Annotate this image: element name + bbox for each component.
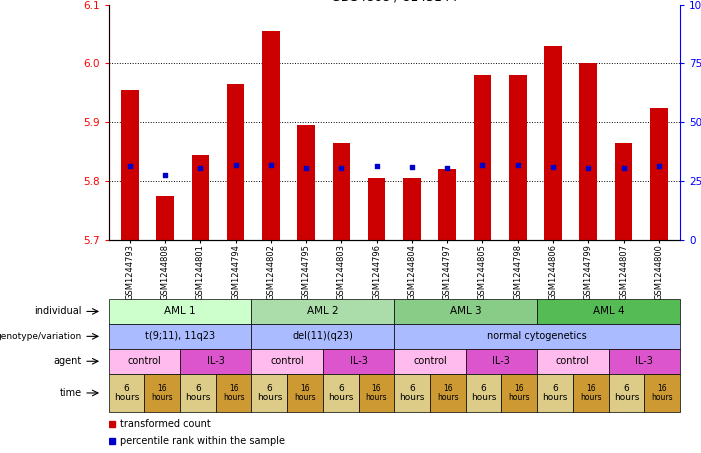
Title: GDS4868 / 8143144: GDS4868 / 8143144: [331, 0, 458, 3]
Text: 6
hours: 6 hours: [471, 384, 496, 402]
Text: IL-3: IL-3: [350, 356, 367, 366]
Text: AML 3: AML 3: [450, 306, 482, 317]
Text: 16
hours: 16 hours: [151, 384, 173, 402]
Text: control: control: [128, 356, 161, 366]
Text: agent: agent: [54, 356, 82, 366]
Point: [477, 161, 488, 169]
Text: 16
hours: 16 hours: [651, 384, 673, 402]
Text: AML 1: AML 1: [164, 306, 196, 317]
Text: 6
hours: 6 hours: [543, 384, 568, 402]
Bar: [509, 75, 526, 240]
Text: IL-3: IL-3: [493, 356, 510, 366]
Text: time: time: [60, 388, 82, 398]
Point: [407, 164, 418, 171]
Text: individual: individual: [34, 306, 82, 317]
Text: control: control: [271, 356, 304, 366]
Text: 16
hours: 16 hours: [223, 384, 245, 402]
Text: 6
hours: 6 hours: [257, 384, 282, 402]
Text: transformed count: transformed count: [120, 419, 211, 429]
Text: normal cytogenetics: normal cytogenetics: [487, 331, 587, 342]
Point: [371, 162, 382, 169]
Point: [618, 164, 629, 172]
Point: [195, 164, 206, 172]
Point: [583, 164, 594, 172]
Text: 16
hours: 16 hours: [508, 384, 530, 402]
Text: 16
hours: 16 hours: [437, 384, 458, 402]
Text: 6
hours: 6 hours: [114, 384, 139, 402]
Text: 16
hours: 16 hours: [294, 384, 316, 402]
Point: [512, 161, 524, 169]
Text: 6
hours: 6 hours: [613, 384, 639, 402]
Point: [442, 164, 453, 172]
Point: [159, 172, 170, 179]
Text: 6
hours: 6 hours: [400, 384, 425, 402]
Bar: [438, 169, 456, 240]
Text: control: control: [413, 356, 447, 366]
Text: control: control: [556, 356, 590, 366]
Point: [336, 164, 347, 171]
Point: [301, 164, 312, 172]
Point: [653, 163, 665, 170]
Text: AML 2: AML 2: [307, 306, 339, 317]
Point: [265, 162, 276, 169]
Text: 6
hours: 6 hours: [328, 384, 353, 402]
Bar: [650, 108, 667, 240]
Bar: [262, 31, 280, 240]
Bar: [615, 143, 632, 240]
Text: 16
hours: 16 hours: [580, 384, 601, 402]
Point: [547, 164, 559, 171]
Bar: [156, 196, 174, 240]
Bar: [297, 125, 315, 240]
Bar: [544, 46, 562, 240]
Bar: [227, 84, 245, 240]
Bar: [368, 178, 386, 240]
Bar: [191, 155, 209, 240]
Bar: [580, 63, 597, 240]
Point: [124, 163, 135, 170]
Text: IL-3: IL-3: [207, 356, 225, 366]
Text: del(11)(q23): del(11)(q23): [292, 331, 353, 342]
Text: percentile rank within the sample: percentile rank within the sample: [120, 436, 285, 446]
Bar: [403, 178, 421, 240]
Text: 16
hours: 16 hours: [366, 384, 387, 402]
Bar: [332, 143, 350, 240]
Bar: [474, 75, 491, 240]
Point: [230, 161, 241, 169]
Text: t(9;11), 11q23: t(9;11), 11q23: [145, 331, 215, 342]
Text: 6
hours: 6 hours: [185, 384, 210, 402]
Text: genotype/variation: genotype/variation: [0, 332, 82, 341]
Bar: [121, 90, 139, 240]
Text: AML 4: AML 4: [593, 306, 625, 317]
Text: IL-3: IL-3: [635, 356, 653, 366]
